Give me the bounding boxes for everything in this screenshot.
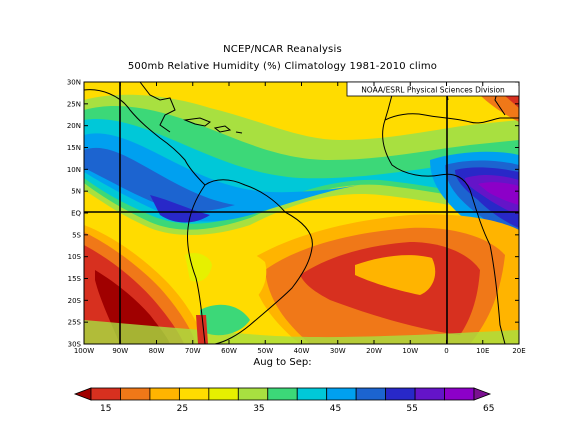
credit-text: NOAA/ESRL Physical Sciences Division xyxy=(361,86,505,95)
lat-tick-label: 10S xyxy=(68,253,82,261)
colorbar-label: 35 xyxy=(253,404,264,414)
lat-tick-label: 15N xyxy=(67,144,81,152)
lat-tick-label: 5S xyxy=(72,231,81,239)
lat-tick-label: 20N xyxy=(67,122,81,130)
map-title: NCEP/NCAR Reanalysis xyxy=(223,44,342,55)
colorbar: 15 25 35 45 55 65 xyxy=(73,387,494,414)
colorbar-label: 15 xyxy=(100,404,111,414)
colorbar-high-arrow xyxy=(473,387,492,401)
lat-tick-label: 10N xyxy=(67,166,81,174)
colorbar-low-arrow xyxy=(73,387,92,401)
lat-tick-label: EQ xyxy=(71,210,81,218)
lat-tick-label: 30N xyxy=(67,79,81,87)
colorbar-label: 25 xyxy=(177,404,188,414)
lon-tick-label: 50W xyxy=(257,347,273,355)
lon-tick-label: 30W xyxy=(330,347,346,355)
lon-tick-label: 20W xyxy=(366,347,382,355)
lon-tick-label: 80W xyxy=(149,347,165,355)
map-subtitle: 500mb Relative Humidity (%) Climatology … xyxy=(127,61,438,72)
colorbar-label: 45 xyxy=(330,404,341,414)
colorbar-segment xyxy=(326,387,357,401)
lat-tick-label: 30S xyxy=(68,341,82,349)
lon-tick-label: 10E xyxy=(476,347,489,355)
colorbar-segment xyxy=(296,387,328,401)
colorbar-segment xyxy=(178,387,210,401)
colorbar-segment xyxy=(267,387,298,401)
lat-axis: 30N 25N 20N 15N 10N 5N EQ 5S 10S 15S 20S 25S 30S xyxy=(67,79,519,349)
colorbar-segment xyxy=(90,387,121,401)
colorbar-label: 65 xyxy=(483,404,494,414)
lon-tick-label: 20E xyxy=(512,347,525,355)
colorbar-segment xyxy=(414,387,445,401)
lon-tick-label: 70W xyxy=(185,347,201,355)
colorbar-segment xyxy=(355,387,387,401)
colorbar-segment xyxy=(444,387,475,401)
lon-tick-label: 90W xyxy=(112,347,128,355)
colorbar-segment xyxy=(208,387,239,401)
credit-box xyxy=(346,81,520,97)
lon-tick-label: 60W xyxy=(221,347,237,355)
lon-tick-label: 40W xyxy=(294,347,310,355)
x-axis-label: Aug to Sep: xyxy=(253,357,312,368)
humidity-field xyxy=(84,82,519,344)
lon-tick-label: 100W xyxy=(74,347,94,355)
lat-tick-label: 25S xyxy=(68,319,82,327)
lon-tick-label: 10W xyxy=(402,347,418,355)
colorbar-segment xyxy=(120,387,151,401)
lon-axis: 100W 90W 80W 70W 60W 50W 40W 30W 20W 10W 0 10E 20E xyxy=(74,82,526,355)
lat-tick-label: 5N xyxy=(71,188,81,196)
colorbar-segment xyxy=(237,387,269,401)
lat-tick-label: 15S xyxy=(68,275,82,283)
lon-tick-label: 0 xyxy=(444,347,448,355)
lat-tick-label: 25N xyxy=(67,100,81,108)
colorbar-segment xyxy=(149,387,180,401)
lat-tick-label: 20S xyxy=(68,297,82,305)
colorbar-segment xyxy=(385,387,416,401)
colorbar-label: 55 xyxy=(406,404,417,414)
